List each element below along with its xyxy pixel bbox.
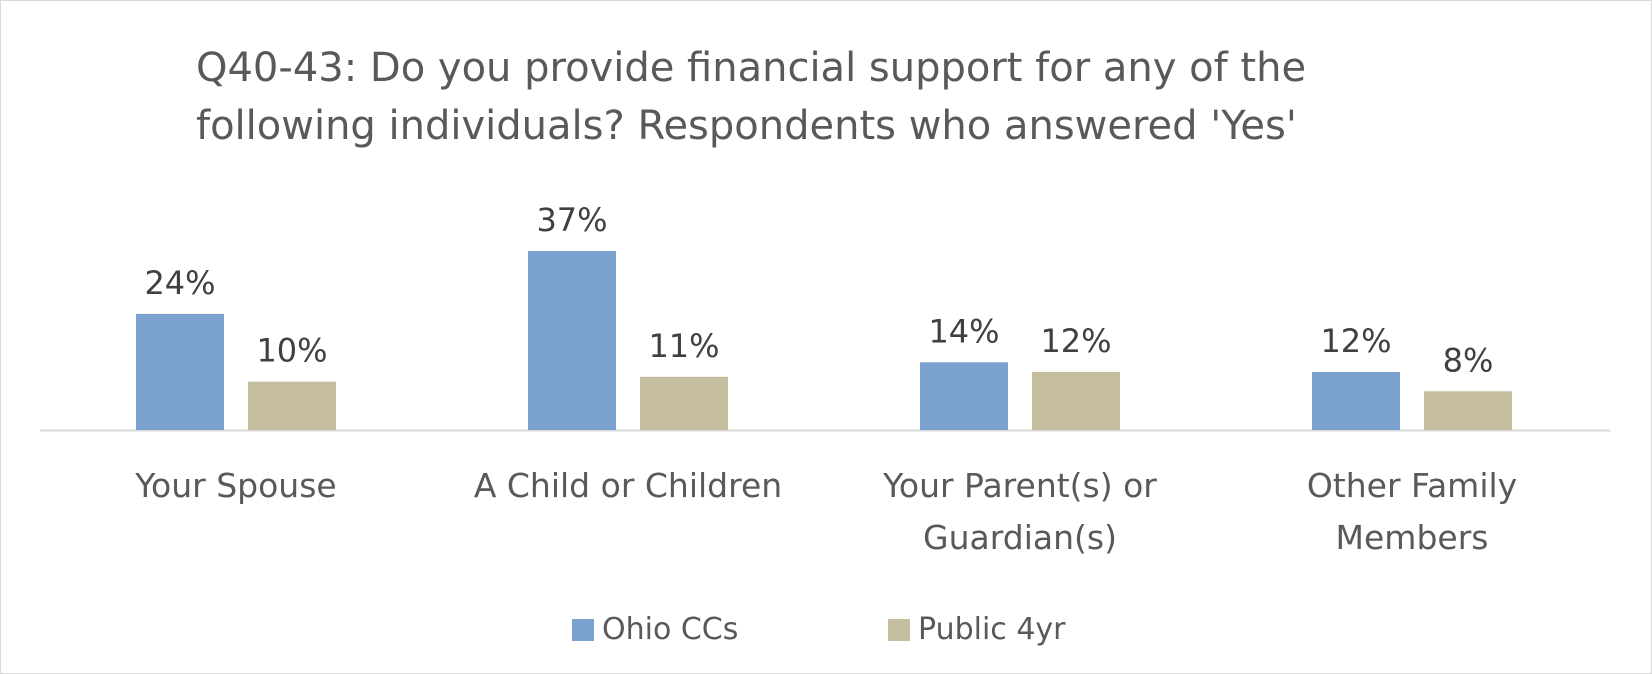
data-label-ohio-ccs-3: 14% <box>928 312 999 350</box>
bar-public-4yr-2 <box>640 376 728 430</box>
category-label-1: Your Spouse <box>134 466 336 505</box>
bar-ohio-ccs-1 <box>136 313 224 430</box>
legend-swatch-ohio-ccs <box>572 618 594 641</box>
legend-item-public-4yr: Public 4yr <box>888 612 1066 647</box>
legend-item-ohio-ccs: Ohio CCs <box>572 612 738 647</box>
data-label-ohio-ccs-1: 24% <box>144 264 215 302</box>
category-label-3-line-2: Guardian(s) <box>923 518 1117 557</box>
legend-swatch-public-4yr <box>888 618 910 641</box>
category-label-2: A Child or Children <box>474 466 782 505</box>
chart-title: Q40-43: Do you provide financial support… <box>196 45 1307 149</box>
data-label-ohio-ccs-4: 12% <box>1320 322 1391 360</box>
bar-ohio-ccs-4 <box>1312 371 1400 430</box>
data-label-public-4yr-1: 10% <box>256 332 327 370</box>
category-label-3-line-1: Your Parent(s) or <box>882 466 1157 505</box>
data-label-public-4yr-2: 11% <box>648 327 719 365</box>
data-label-ohio-ccs-2: 37% <box>536 201 607 239</box>
legend-label-public-4yr: Public 4yr <box>918 612 1066 647</box>
data-label-public-4yr-4: 8% <box>1443 341 1494 379</box>
legend-label-ohio-ccs: Ohio CCs <box>602 612 739 647</box>
data-label-public-4yr-3: 12% <box>1040 322 1111 360</box>
bar-public-4yr-1 <box>248 381 336 430</box>
bar-ohio-ccs-3 <box>920 362 1008 430</box>
category-label-4-line-2: Members <box>1336 518 1489 557</box>
bar-public-4yr-4 <box>1424 391 1512 430</box>
category-label-4-line-1: Other Family <box>1307 466 1517 505</box>
bar-ohio-ccs-2 <box>528 251 616 430</box>
legend: Ohio CCs Public 4yr <box>0 612 1652 656</box>
bar-public-4yr-3 <box>1032 371 1120 430</box>
